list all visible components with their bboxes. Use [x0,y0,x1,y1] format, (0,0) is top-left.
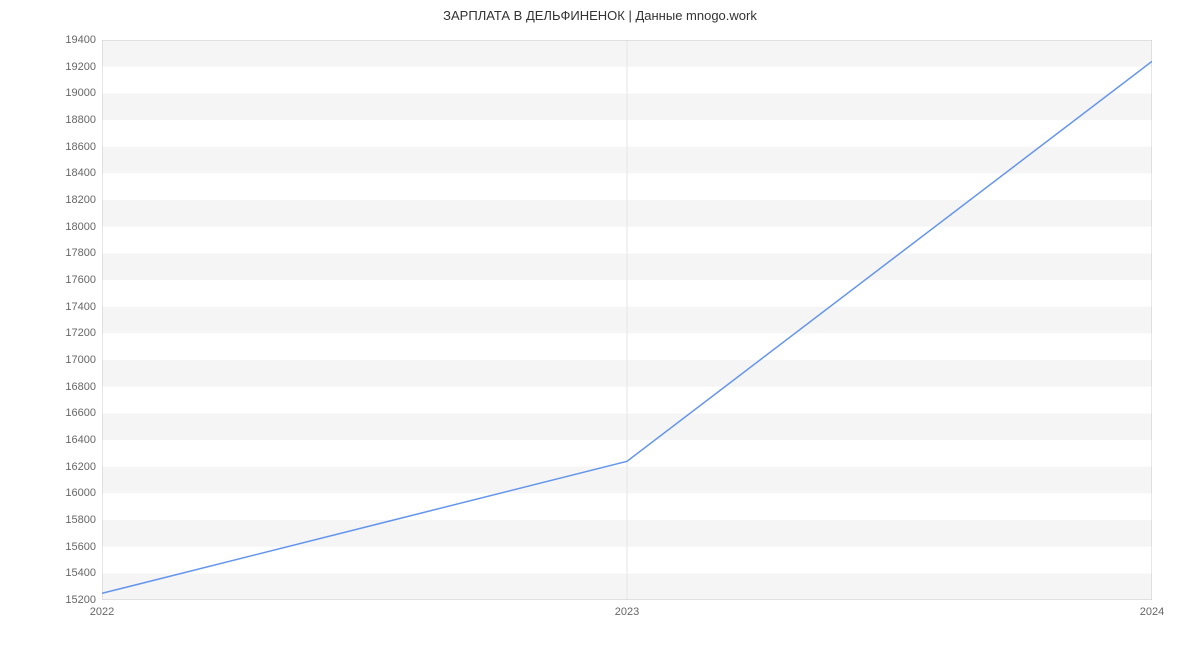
x-tick-label: 2024 [1140,606,1164,618]
y-tick-label: 15200 [36,594,96,606]
y-tick-label: 19000 [36,87,96,99]
y-tick-label: 16000 [36,487,96,499]
y-tick-label: 16600 [36,407,96,419]
y-tick-label: 19400 [36,34,96,46]
chart-title: ЗАРПЛАТА В ДЕЛЬФИНЕНОК | Данные mnogo.wo… [0,0,1200,23]
chart-plot-area [102,40,1152,600]
y-tick-label: 16200 [36,461,96,473]
y-tick-label: 17000 [36,354,96,366]
y-tick-label: 17600 [36,274,96,286]
y-tick-label: 16800 [36,381,96,393]
y-tick-label: 16400 [36,434,96,446]
y-tick-label: 15600 [36,541,96,553]
y-tick-label: 17200 [36,327,96,339]
y-tick-label: 18200 [36,194,96,206]
y-tick-label: 15400 [36,567,96,579]
y-tick-label: 15800 [36,514,96,526]
chart-svg [102,40,1152,600]
y-tick-label: 19200 [36,61,96,73]
x-tick-label: 2022 [90,606,114,618]
y-tick-label: 18400 [36,167,96,179]
y-tick-label: 18800 [36,114,96,126]
y-tick-label: 17800 [36,247,96,259]
y-tick-label: 17400 [36,301,96,313]
y-tick-label: 18000 [36,221,96,233]
x-tick-label: 2023 [615,606,639,618]
y-tick-label: 18600 [36,141,96,153]
